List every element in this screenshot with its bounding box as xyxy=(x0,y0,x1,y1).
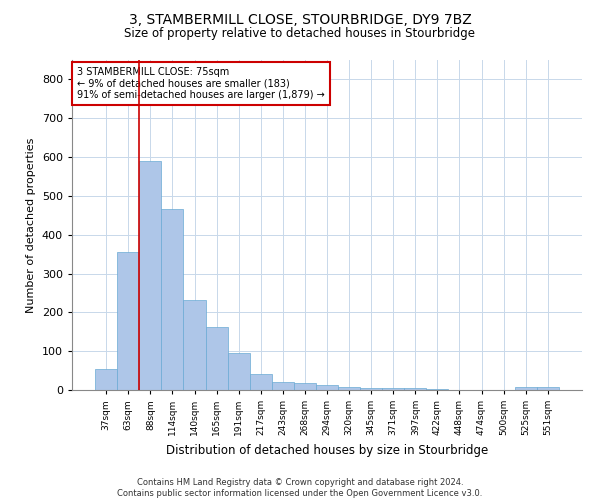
Bar xyxy=(250,374,272,390)
Bar xyxy=(515,387,537,390)
Text: Size of property relative to detached houses in Stourbridge: Size of property relative to detached ho… xyxy=(125,28,476,40)
Bar xyxy=(537,387,559,390)
Bar xyxy=(382,388,404,390)
Bar xyxy=(404,388,427,390)
Bar xyxy=(427,389,448,390)
Bar xyxy=(360,388,382,390)
Bar xyxy=(95,368,117,390)
Bar xyxy=(338,386,360,390)
Bar xyxy=(184,300,206,390)
Text: 3, STAMBERMILL CLOSE, STOURBRIDGE, DY9 7BZ: 3, STAMBERMILL CLOSE, STOURBRIDGE, DY9 7… xyxy=(128,12,472,26)
X-axis label: Distribution of detached houses by size in Stourbridge: Distribution of detached houses by size … xyxy=(166,444,488,456)
Bar xyxy=(316,385,338,390)
Text: 3 STAMBERMILL CLOSE: 75sqm
← 9% of detached houses are smaller (183)
91% of semi: 3 STAMBERMILL CLOSE: 75sqm ← 9% of detac… xyxy=(77,66,325,100)
Bar xyxy=(227,353,250,390)
Bar xyxy=(117,252,139,390)
Y-axis label: Number of detached properties: Number of detached properties xyxy=(26,138,36,312)
Bar xyxy=(139,161,161,390)
Bar xyxy=(294,383,316,390)
Bar xyxy=(272,382,294,390)
Text: Contains HM Land Registry data © Crown copyright and database right 2024.
Contai: Contains HM Land Registry data © Crown c… xyxy=(118,478,482,498)
Bar xyxy=(206,327,227,390)
Bar xyxy=(161,210,184,390)
